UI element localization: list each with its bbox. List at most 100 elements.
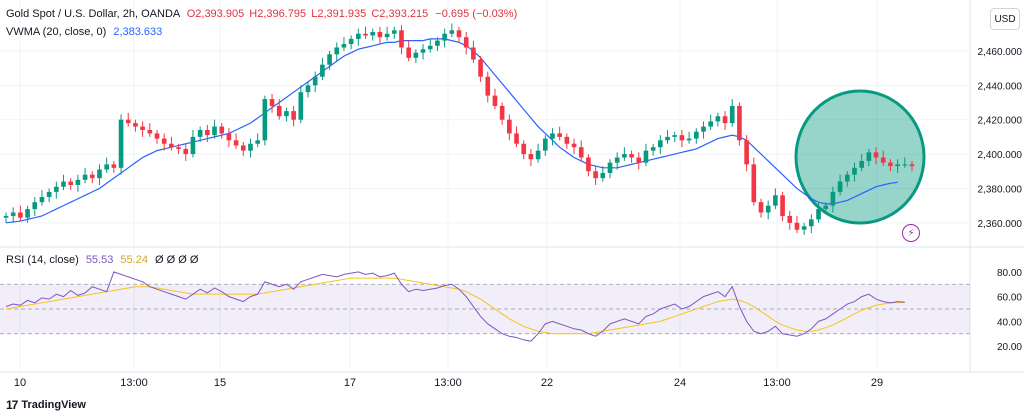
candle-body bbox=[205, 130, 210, 136]
candle-body bbox=[593, 171, 598, 179]
candle-body bbox=[190, 136, 196, 155]
tradingview-brand[interactable]: 17 TradingView bbox=[6, 398, 86, 412]
candle-body bbox=[435, 40, 440, 46]
candle-body bbox=[298, 92, 304, 120]
candle-body bbox=[284, 111, 289, 117]
candle-body bbox=[542, 138, 548, 151]
high-label: H bbox=[249, 8, 258, 20]
candle-body bbox=[507, 119, 512, 134]
time-tick-label: 17 bbox=[344, 377, 356, 389]
time-tick-label: 15 bbox=[214, 377, 226, 389]
candle-body bbox=[658, 140, 663, 148]
candle-body bbox=[97, 169, 102, 179]
open-value: 2,393.905 bbox=[195, 8, 245, 20]
candle-body bbox=[75, 179, 81, 185]
rsi-label[interactable]: RSI (14, close) bbox=[6, 254, 79, 266]
time-tick-label: 10 bbox=[14, 377, 26, 389]
highlight-circle-shape bbox=[794, 89, 926, 225]
candle-body bbox=[305, 85, 311, 93]
candle-body bbox=[312, 76, 318, 86]
candle-body bbox=[809, 219, 814, 227]
rsi-ma-value: 55.24 bbox=[120, 254, 148, 266]
candle-body bbox=[183, 148, 189, 155]
candle-body bbox=[427, 45, 433, 50]
close-label: C bbox=[371, 8, 380, 20]
axis-labels: 2,360.000 2,380.000 2,400.000 2,420.000 2,44… bbox=[14, 47, 1023, 389]
rsi-extra-values: Ø Ø Ø Ø bbox=[155, 254, 199, 266]
candle-body bbox=[852, 167, 857, 175]
candle-body bbox=[269, 99, 275, 106]
candle-body bbox=[456, 30, 462, 38]
candle-body bbox=[82, 174, 88, 180]
candle-body bbox=[356, 33, 361, 39]
candle-body bbox=[471, 47, 476, 60]
tradingview-logo-icon: 17 bbox=[6, 398, 18, 412]
time-tick-label: 22 bbox=[541, 377, 553, 389]
candle-body bbox=[578, 147, 584, 158]
candle-body bbox=[197, 130, 203, 137]
candle-body bbox=[442, 33, 447, 41]
candle-body bbox=[219, 126, 225, 134]
time-tick-label: 13:00 bbox=[120, 377, 148, 389]
high-value: 2,396.795 bbox=[257, 8, 307, 20]
candle-body bbox=[384, 33, 390, 38]
candle-body bbox=[348, 38, 354, 45]
rsi-tick-label: 60.00 bbox=[997, 293, 1022, 304]
candle-body bbox=[161, 138, 167, 144]
candle-body bbox=[888, 162, 893, 167]
candle-body bbox=[89, 174, 95, 179]
vwma-label[interactable]: VWMA (20, close, 0) bbox=[6, 26, 107, 38]
candle-body bbox=[3, 215, 9, 218]
change-value: −0.695 (−0.03%) bbox=[435, 8, 518, 20]
rsi-tick-label: 80.00 bbox=[997, 268, 1022, 279]
candle-body bbox=[629, 154, 634, 158]
candle-body bbox=[104, 164, 109, 170]
candle-body bbox=[492, 95, 498, 106]
candle-body bbox=[291, 111, 296, 120]
candle-body bbox=[485, 76, 491, 96]
rsi-tick-label: 40.00 bbox=[997, 317, 1022, 328]
vwma-series-line bbox=[5, 38, 898, 224]
candle-body bbox=[240, 145, 246, 151]
symbol-label[interactable]: Gold Spot / U.S. Dollar, 2h, OANDA bbox=[6, 8, 180, 20]
currency-button[interactable]: USD bbox=[990, 8, 1020, 30]
candle-body bbox=[773, 195, 778, 206]
brand-label: TradingView bbox=[21, 399, 86, 411]
candle-body bbox=[909, 164, 915, 167]
time-tick-label: 24 bbox=[674, 377, 686, 389]
candle-body bbox=[622, 154, 627, 158]
time-tick-label: 29 bbox=[871, 377, 883, 389]
candle-body bbox=[327, 54, 332, 65]
price-tick-label: 2,360.000 bbox=[978, 219, 1023, 230]
candle-body bbox=[902, 164, 908, 166]
candle-body bbox=[276, 105, 282, 117]
candle-body bbox=[25, 209, 30, 218]
candle-body bbox=[61, 181, 66, 187]
candle-body bbox=[816, 209, 821, 220]
candle-body bbox=[528, 154, 534, 160]
candle-body bbox=[363, 33, 368, 36]
candle-body bbox=[334, 47, 340, 55]
candle-body bbox=[32, 202, 38, 210]
candle-body bbox=[377, 32, 383, 38]
highlight-circle bbox=[794, 89, 926, 225]
candle-body bbox=[248, 143, 253, 151]
candle-body bbox=[823, 205, 829, 210]
candle-body bbox=[643, 150, 649, 163]
rsi-panel bbox=[0, 271, 970, 342]
candle-body bbox=[46, 191, 52, 198]
candle-body bbox=[255, 140, 260, 144]
candlestick-series bbox=[3, 23, 915, 235]
candle-body bbox=[262, 99, 268, 141]
candle-body bbox=[111, 164, 117, 168]
price-tick-label: 2,380.000 bbox=[978, 184, 1023, 195]
lightning-icon[interactable]: ⚡ bbox=[902, 224, 920, 242]
candle-body bbox=[557, 133, 562, 137]
candle-body bbox=[701, 126, 706, 132]
candle-body bbox=[600, 172, 606, 179]
candle-body bbox=[758, 202, 764, 213]
candle-body bbox=[233, 140, 239, 146]
close-value: 2,393.215 bbox=[379, 8, 429, 20]
candle-body bbox=[801, 226, 807, 230]
